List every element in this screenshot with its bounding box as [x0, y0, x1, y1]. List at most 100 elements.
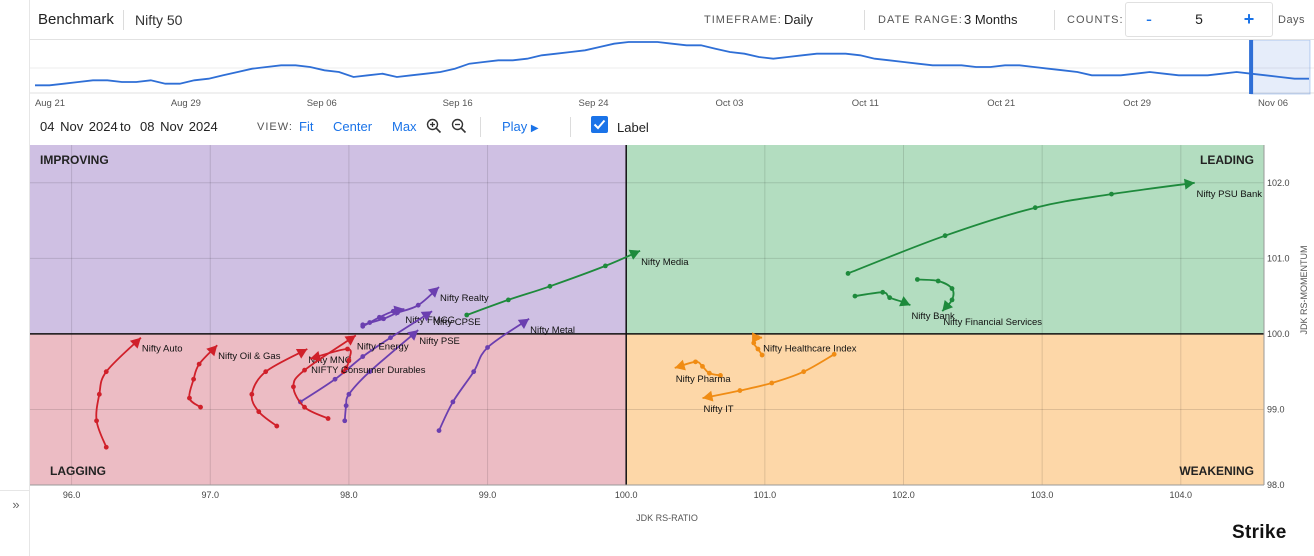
- series-point[interactable]: [103, 369, 109, 375]
- series-point[interactable]: [852, 293, 858, 299]
- series-point[interactable]: [693, 359, 698, 365]
- series-point[interactable]: [302, 367, 307, 373]
- series-point[interactable]: [367, 320, 373, 325]
- series-nifty-media[interactable]: Nifty Media: [464, 249, 689, 318]
- series-point[interactable]: [332, 376, 338, 382]
- series-point[interactable]: [390, 308, 396, 314]
- series-point[interactable]: [187, 395, 192, 401]
- series-head-arrow-icon[interactable]: [310, 351, 322, 362]
- series-point[interactable]: [464, 312, 470, 318]
- series-point[interactable]: [755, 335, 761, 341]
- series-point[interactable]: [737, 388, 743, 393]
- series-nifty-healthcare-index[interactable]: Nifty Healthcare Index: [751, 332, 857, 358]
- series-point[interactable]: [751, 340, 757, 346]
- increment-button[interactable]: +: [1243, 9, 1255, 29]
- benchmark-selector[interactable]: Nifty 50: [135, 12, 183, 28]
- series-nifty-psu-bank[interactable]: Nifty PSU Bank: [845, 178, 1263, 276]
- series-point[interactable]: [880, 289, 886, 295]
- label-checkbox[interactable]: [591, 116, 608, 133]
- date-to[interactable]: 08 Nov 2024: [140, 119, 218, 134]
- max-button[interactable]: Max: [392, 119, 417, 134]
- overview-selection-window[interactable]: [1250, 40, 1311, 95]
- series-point[interactable]: [343, 403, 349, 409]
- zoom-out-icon[interactable]: [451, 118, 467, 134]
- series-point[interactable]: [367, 369, 373, 375]
- series-point[interactable]: [377, 314, 382, 320]
- series-nifty-cpse[interactable]: Nifty CPSE: [297, 310, 481, 405]
- series-point[interactable]: [706, 370, 712, 376]
- series-head-arrow-icon[interactable]: [702, 390, 714, 402]
- series-nifty-pharma[interactable]: Nifty Pharma: [674, 359, 732, 385]
- series-point[interactable]: [342, 418, 348, 424]
- series-point[interactable]: [755, 346, 761, 352]
- series-head-arrow-icon[interactable]: [295, 349, 308, 359]
- series-point[interactable]: [949, 286, 955, 291]
- series-point[interactable]: [94, 418, 99, 424]
- series-point[interactable]: [436, 428, 442, 433]
- series-head-arrow-icon[interactable]: [420, 311, 433, 322]
- series-point[interactable]: [340, 369, 346, 375]
- date-range-selector[interactable]: 3 Months: [964, 12, 1018, 27]
- series-point[interactable]: [360, 354, 366, 359]
- series-point[interactable]: [759, 352, 765, 358]
- series-point[interactable]: [471, 369, 477, 375]
- series-point[interactable]: [325, 416, 331, 421]
- series-point[interactable]: [845, 271, 851, 276]
- series-point[interactable]: [263, 369, 269, 375]
- timeframe-selector[interactable]: Daily: [784, 12, 813, 27]
- series-head-arrow-icon[interactable]: [942, 300, 953, 312]
- series-nifty-consumer-durables[interactable]: NIFTY Consumer Durables: [309, 346, 426, 376]
- series-point[interactable]: [718, 373, 723, 378]
- series-point[interactable]: [942, 233, 948, 239]
- series-head-arrow-icon[interactable]: [129, 337, 141, 349]
- series-nifty-mnc[interactable]: Nifty MNC: [249, 348, 352, 429]
- series-point[interactable]: [1109, 191, 1114, 197]
- series-point[interactable]: [381, 316, 386, 322]
- series-head-arrow-icon[interactable]: [206, 345, 218, 357]
- series-nifty-financial-services[interactable]: Nifty Financial Services: [914, 277, 1042, 328]
- series-nifty-it[interactable]: Nifty IT: [702, 351, 837, 415]
- series-point[interactable]: [914, 277, 920, 282]
- series-nifty-pse[interactable]: Nifty PSE: [342, 329, 460, 424]
- series-nifty-metal[interactable]: Nifty Metal: [436, 318, 575, 433]
- series-point[interactable]: [801, 369, 807, 375]
- series-point[interactable]: [415, 302, 421, 308]
- series-point[interactable]: [485, 345, 490, 350]
- series-head-arrow-icon[interactable]: [517, 318, 530, 329]
- series-head-arrow-icon[interactable]: [674, 359, 686, 371]
- series-point[interactable]: [887, 295, 893, 301]
- counts-value[interactable]: 5: [1195, 11, 1203, 27]
- series-point[interactable]: [345, 346, 350, 352]
- series-point[interactable]: [547, 283, 553, 289]
- series-point[interactable]: [191, 376, 197, 382]
- series-point[interactable]: [450, 399, 456, 405]
- series-point[interactable]: [395, 310, 400, 316]
- center-button[interactable]: Center: [333, 119, 373, 134]
- series-point[interactable]: [249, 391, 255, 397]
- series-point[interactable]: [256, 409, 262, 415]
- series-point[interactable]: [901, 299, 906, 305]
- series-nifty-energy[interactable]: Nifty Energy: [291, 334, 409, 421]
- series-point[interactable]: [346, 357, 352, 363]
- series-point[interactable]: [103, 444, 109, 450]
- series-point[interactable]: [769, 380, 775, 386]
- series-head-arrow-icon[interactable]: [344, 335, 356, 346]
- series-point[interactable]: [198, 404, 203, 410]
- overview-timeline[interactable]: Aug 21 Aug 29 Sep 06 Sep 16 Sep 24 Oct 03 Oct …: [30, 40, 1314, 110]
- series-point[interactable]: [388, 335, 393, 341]
- series-point[interactable]: [1032, 205, 1038, 211]
- series-nifty-auto[interactable]: Nifty Auto: [94, 337, 183, 450]
- series-point[interactable]: [603, 263, 608, 269]
- decrement-button[interactable]: -: [1146, 9, 1152, 29]
- series-head-arrow-icon[interactable]: [427, 287, 439, 298]
- series-point[interactable]: [346, 391, 352, 397]
- series-point[interactable]: [360, 322, 366, 328]
- fit-button[interactable]: Fit: [299, 119, 314, 134]
- zoom-in-icon[interactable]: [426, 118, 442, 134]
- series-point[interactable]: [274, 423, 280, 429]
- series-point[interactable]: [360, 323, 366, 329]
- series-point[interactable]: [505, 297, 511, 303]
- series-point[interactable]: [949, 297, 955, 303]
- expand-panel-icon[interactable]: »: [12, 497, 20, 512]
- series-point[interactable]: [291, 384, 296, 390]
